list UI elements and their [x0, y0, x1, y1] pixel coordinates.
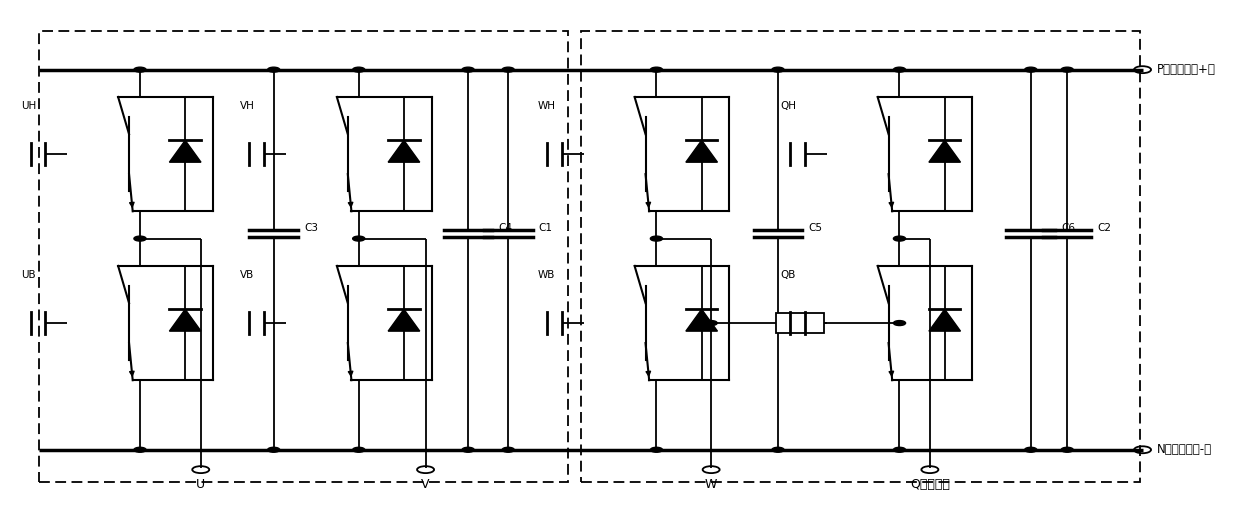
Text: U: U [196, 478, 206, 491]
Circle shape [650, 236, 662, 241]
Circle shape [502, 67, 515, 72]
Polygon shape [170, 309, 201, 331]
Text: C5: C5 [808, 223, 822, 233]
Circle shape [650, 67, 662, 72]
Circle shape [893, 320, 905, 325]
Circle shape [771, 447, 784, 452]
Bar [582, 31, 1140, 482]
Circle shape [893, 236, 905, 241]
Bar [40, 31, 568, 482]
Circle shape [352, 447, 365, 452]
Text: VB: VB [239, 270, 254, 280]
Circle shape [268, 67, 280, 72]
Circle shape [134, 447, 146, 452]
Circle shape [1024, 447, 1037, 452]
Text: C2: C2 [1097, 223, 1111, 233]
Circle shape [352, 236, 365, 241]
Circle shape [706, 320, 717, 325]
Polygon shape [929, 140, 961, 162]
Circle shape [463, 447, 474, 452]
Text: WB: WB [537, 270, 554, 280]
Circle shape [771, 67, 784, 72]
Circle shape [352, 67, 365, 72]
Text: UB: UB [21, 270, 36, 280]
Polygon shape [929, 309, 961, 331]
Text: N（母线电压-）: N（母线电压-） [1157, 443, 1213, 456]
Circle shape [1061, 447, 1074, 452]
Text: P（母线电压+）: P（母线电压+） [1157, 63, 1216, 76]
Circle shape [893, 447, 905, 452]
Text: V: V [422, 478, 430, 491]
Bar [775, 313, 825, 333]
Text: UH: UH [21, 101, 36, 111]
Polygon shape [388, 140, 419, 162]
Text: C4: C4 [498, 223, 512, 233]
Polygon shape [388, 309, 419, 331]
Circle shape [893, 67, 905, 72]
Circle shape [1061, 67, 1074, 72]
Text: QB: QB [780, 270, 796, 280]
Text: WH: WH [537, 101, 556, 111]
Circle shape [1024, 67, 1037, 72]
Polygon shape [686, 140, 718, 162]
Circle shape [268, 447, 280, 452]
Text: C6: C6 [1061, 223, 1075, 233]
Text: C1: C1 [538, 223, 553, 233]
Text: Q（斩波）: Q（斩波） [910, 478, 950, 491]
Text: VH: VH [239, 101, 254, 111]
Polygon shape [170, 140, 201, 162]
Circle shape [463, 67, 474, 72]
Circle shape [502, 447, 515, 452]
Text: C3: C3 [304, 223, 317, 233]
Circle shape [650, 447, 662, 452]
Polygon shape [686, 309, 718, 331]
Circle shape [134, 236, 146, 241]
Circle shape [134, 67, 146, 72]
Text: QH: QH [780, 101, 796, 111]
Text: W: W [706, 478, 717, 491]
